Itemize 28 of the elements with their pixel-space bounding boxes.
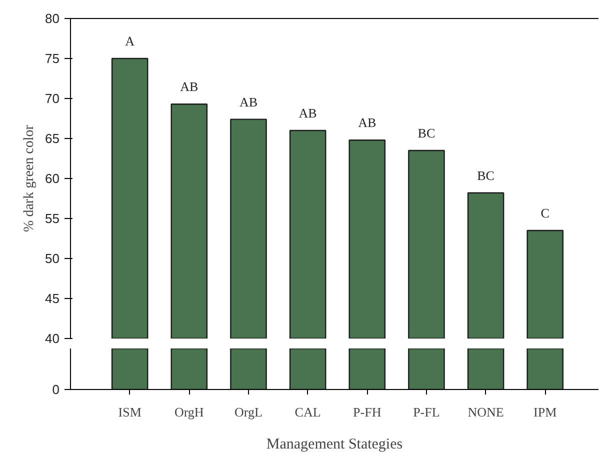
x-tick-label: IPM [534,404,558,420]
y-tick-label: 70 [45,91,60,106]
data-label: BC [477,168,494,183]
data-label: C [540,206,550,220]
y-tick-label: 55 [45,211,60,226]
text: 0 [52,382,60,397]
data-label: BC [418,126,436,140]
data-label: AB [180,79,199,94]
y-tick-label: 80 [45,11,60,26]
y-tick-label: 50 [45,251,60,266]
y-axis-title: % dark green color [22,124,38,232]
x-tick-label: P-FL [413,404,440,420]
data-label: AB [358,115,376,130]
y-tick-label: 40 [45,331,60,346]
x-axis-title: Management Stategies [266,436,403,452]
x-tick-label: OrgH [174,404,204,420]
x-tick-label: CAL [294,404,321,420]
y-tick-label: 45 [45,291,60,306]
y-tick-label: 75 [45,51,60,66]
y-tick-label: 65 [45,131,60,146]
x-tick-label: NONE [468,404,504,420]
x-tick-label: ISM [118,404,142,420]
data-label: AB [298,106,318,120]
x-tick-label: OrgL [234,404,262,420]
data-label: AB [239,94,258,110]
data-label: A [125,34,136,48]
y-tick-label: 60 [45,171,60,186]
x-tick-label: P-FH [353,404,382,420]
